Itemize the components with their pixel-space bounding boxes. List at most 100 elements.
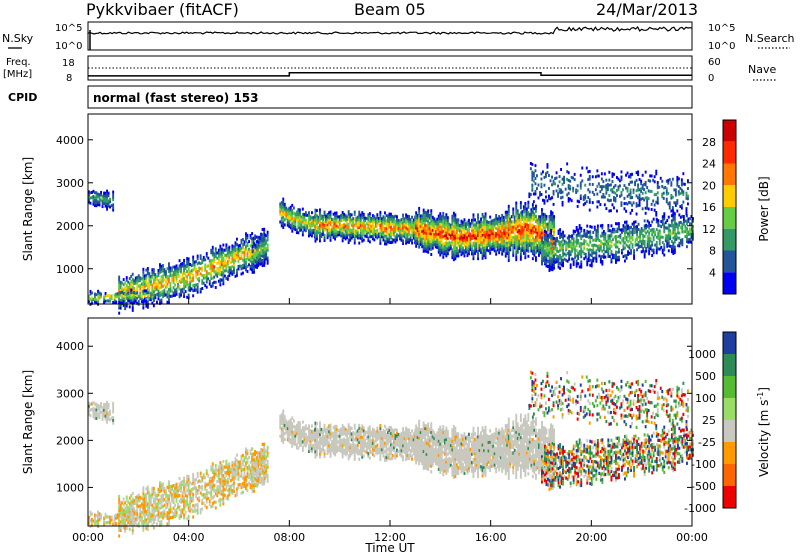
power-cell: [550, 234, 553, 238]
power-cell: [566, 241, 569, 245]
power-cell: [507, 212, 510, 216]
power-cell: [388, 215, 391, 219]
power-cell: [562, 246, 565, 250]
power-cell: [481, 243, 484, 247]
velocity-cell: [122, 508, 125, 513]
power-cell: [142, 303, 145, 307]
velocity-cell: [151, 503, 154, 507]
power-cell: [478, 238, 481, 242]
power-cell: [356, 228, 359, 232]
power-cell: [469, 237, 472, 241]
power-cell: [492, 219, 495, 223]
power-cell: [329, 236, 332, 240]
power-cell: [670, 232, 673, 236]
velocity-cell: [154, 497, 157, 502]
power-cell: [101, 197, 104, 201]
power-cell: [634, 225, 637, 229]
velocity-cell: [156, 494, 158, 498]
power-cell: [338, 223, 341, 226]
power-cell: [685, 207, 688, 211]
power-cell: [667, 231, 670, 235]
power-cell: [156, 300, 158, 304]
power-cell: [554, 237, 557, 241]
power-cell: [202, 258, 205, 262]
power-cell: [415, 213, 418, 217]
velocity-cell: [136, 503, 139, 508]
power-cell: [587, 235, 590, 239]
power-cell: [379, 241, 382, 245]
power-cell: [521, 233, 524, 237]
power-cell: [612, 256, 614, 260]
power-cell: [291, 203, 294, 207]
power-cell: [679, 226, 682, 230]
power-cell: [672, 223, 675, 227]
power-cell: [442, 222, 445, 226]
power-cell: [604, 255, 607, 259]
power-cell: [605, 245, 608, 248]
power-cell: [319, 213, 321, 217]
power-cell: [373, 220, 376, 224]
power-cell: [329, 228, 332, 232]
power-cell: [133, 294, 136, 298]
power-cell: [437, 217, 440, 221]
power-cell: [531, 170, 534, 174]
power-cell: [518, 241, 521, 245]
power-cell: [655, 251, 658, 255]
power-cell: [406, 232, 409, 236]
velocity-cell: [146, 525, 149, 529]
power-cell: [562, 238, 565, 242]
power-cell: [341, 231, 344, 235]
power-cell: [501, 221, 504, 225]
power-cell: [418, 224, 421, 228]
power-cell: [157, 294, 160, 298]
power-cell: [204, 284, 207, 288]
power-cell: [541, 210, 543, 214]
power-cell: [595, 236, 598, 240]
power-colorbar-label: Power [dB]: [757, 176, 771, 241]
power-cell: [334, 224, 337, 228]
power-cell: [226, 254, 229, 258]
velocity-cell: [140, 510, 143, 515]
power-cell: [460, 248, 463, 252]
power-cell: [541, 251, 543, 255]
power-cell: [578, 252, 581, 256]
power-cell: [257, 235, 260, 239]
power-cell: [665, 187, 668, 191]
power-cell: [490, 247, 493, 251]
power-cell: [286, 221, 289, 225]
power-cell: [603, 203, 606, 207]
power-cell: [667, 233, 670, 237]
power-cell: [211, 284, 214, 288]
power-cell: [340, 213, 343, 217]
power-cell: [637, 240, 640, 244]
power-cell: [619, 179, 621, 183]
power-cell: [612, 253, 614, 257]
power-cell: [451, 222, 454, 226]
power-cell: [615, 250, 617, 254]
power-cell: [685, 196, 688, 200]
power-cell: [225, 276, 228, 280]
power-cell: [168, 288, 170, 292]
power-cell: [226, 275, 229, 279]
velocity-cell: [145, 504, 148, 508]
power-cell: [394, 214, 397, 218]
power-cell: [661, 241, 664, 244]
power-cell: [527, 205, 530, 209]
power-cell: [201, 287, 204, 290]
power-cell: [455, 251, 458, 255]
velocity-cell: [139, 495, 142, 500]
velocity-cell: [171, 493, 174, 497]
power-cell: [157, 274, 160, 278]
power-cell: [190, 287, 193, 291]
power-cell: [231, 252, 234, 256]
power-cell: [536, 218, 539, 222]
power-cell: [466, 248, 469, 252]
power-cell: [474, 226, 477, 230]
power-cell: [625, 230, 628, 234]
power-cell: [477, 236, 480, 240]
power-cell: [288, 209, 291, 213]
power-cell: [452, 211, 455, 215]
power-cell: [584, 232, 587, 236]
power-cell: [614, 191, 617, 195]
power-cell: [685, 212, 688, 216]
